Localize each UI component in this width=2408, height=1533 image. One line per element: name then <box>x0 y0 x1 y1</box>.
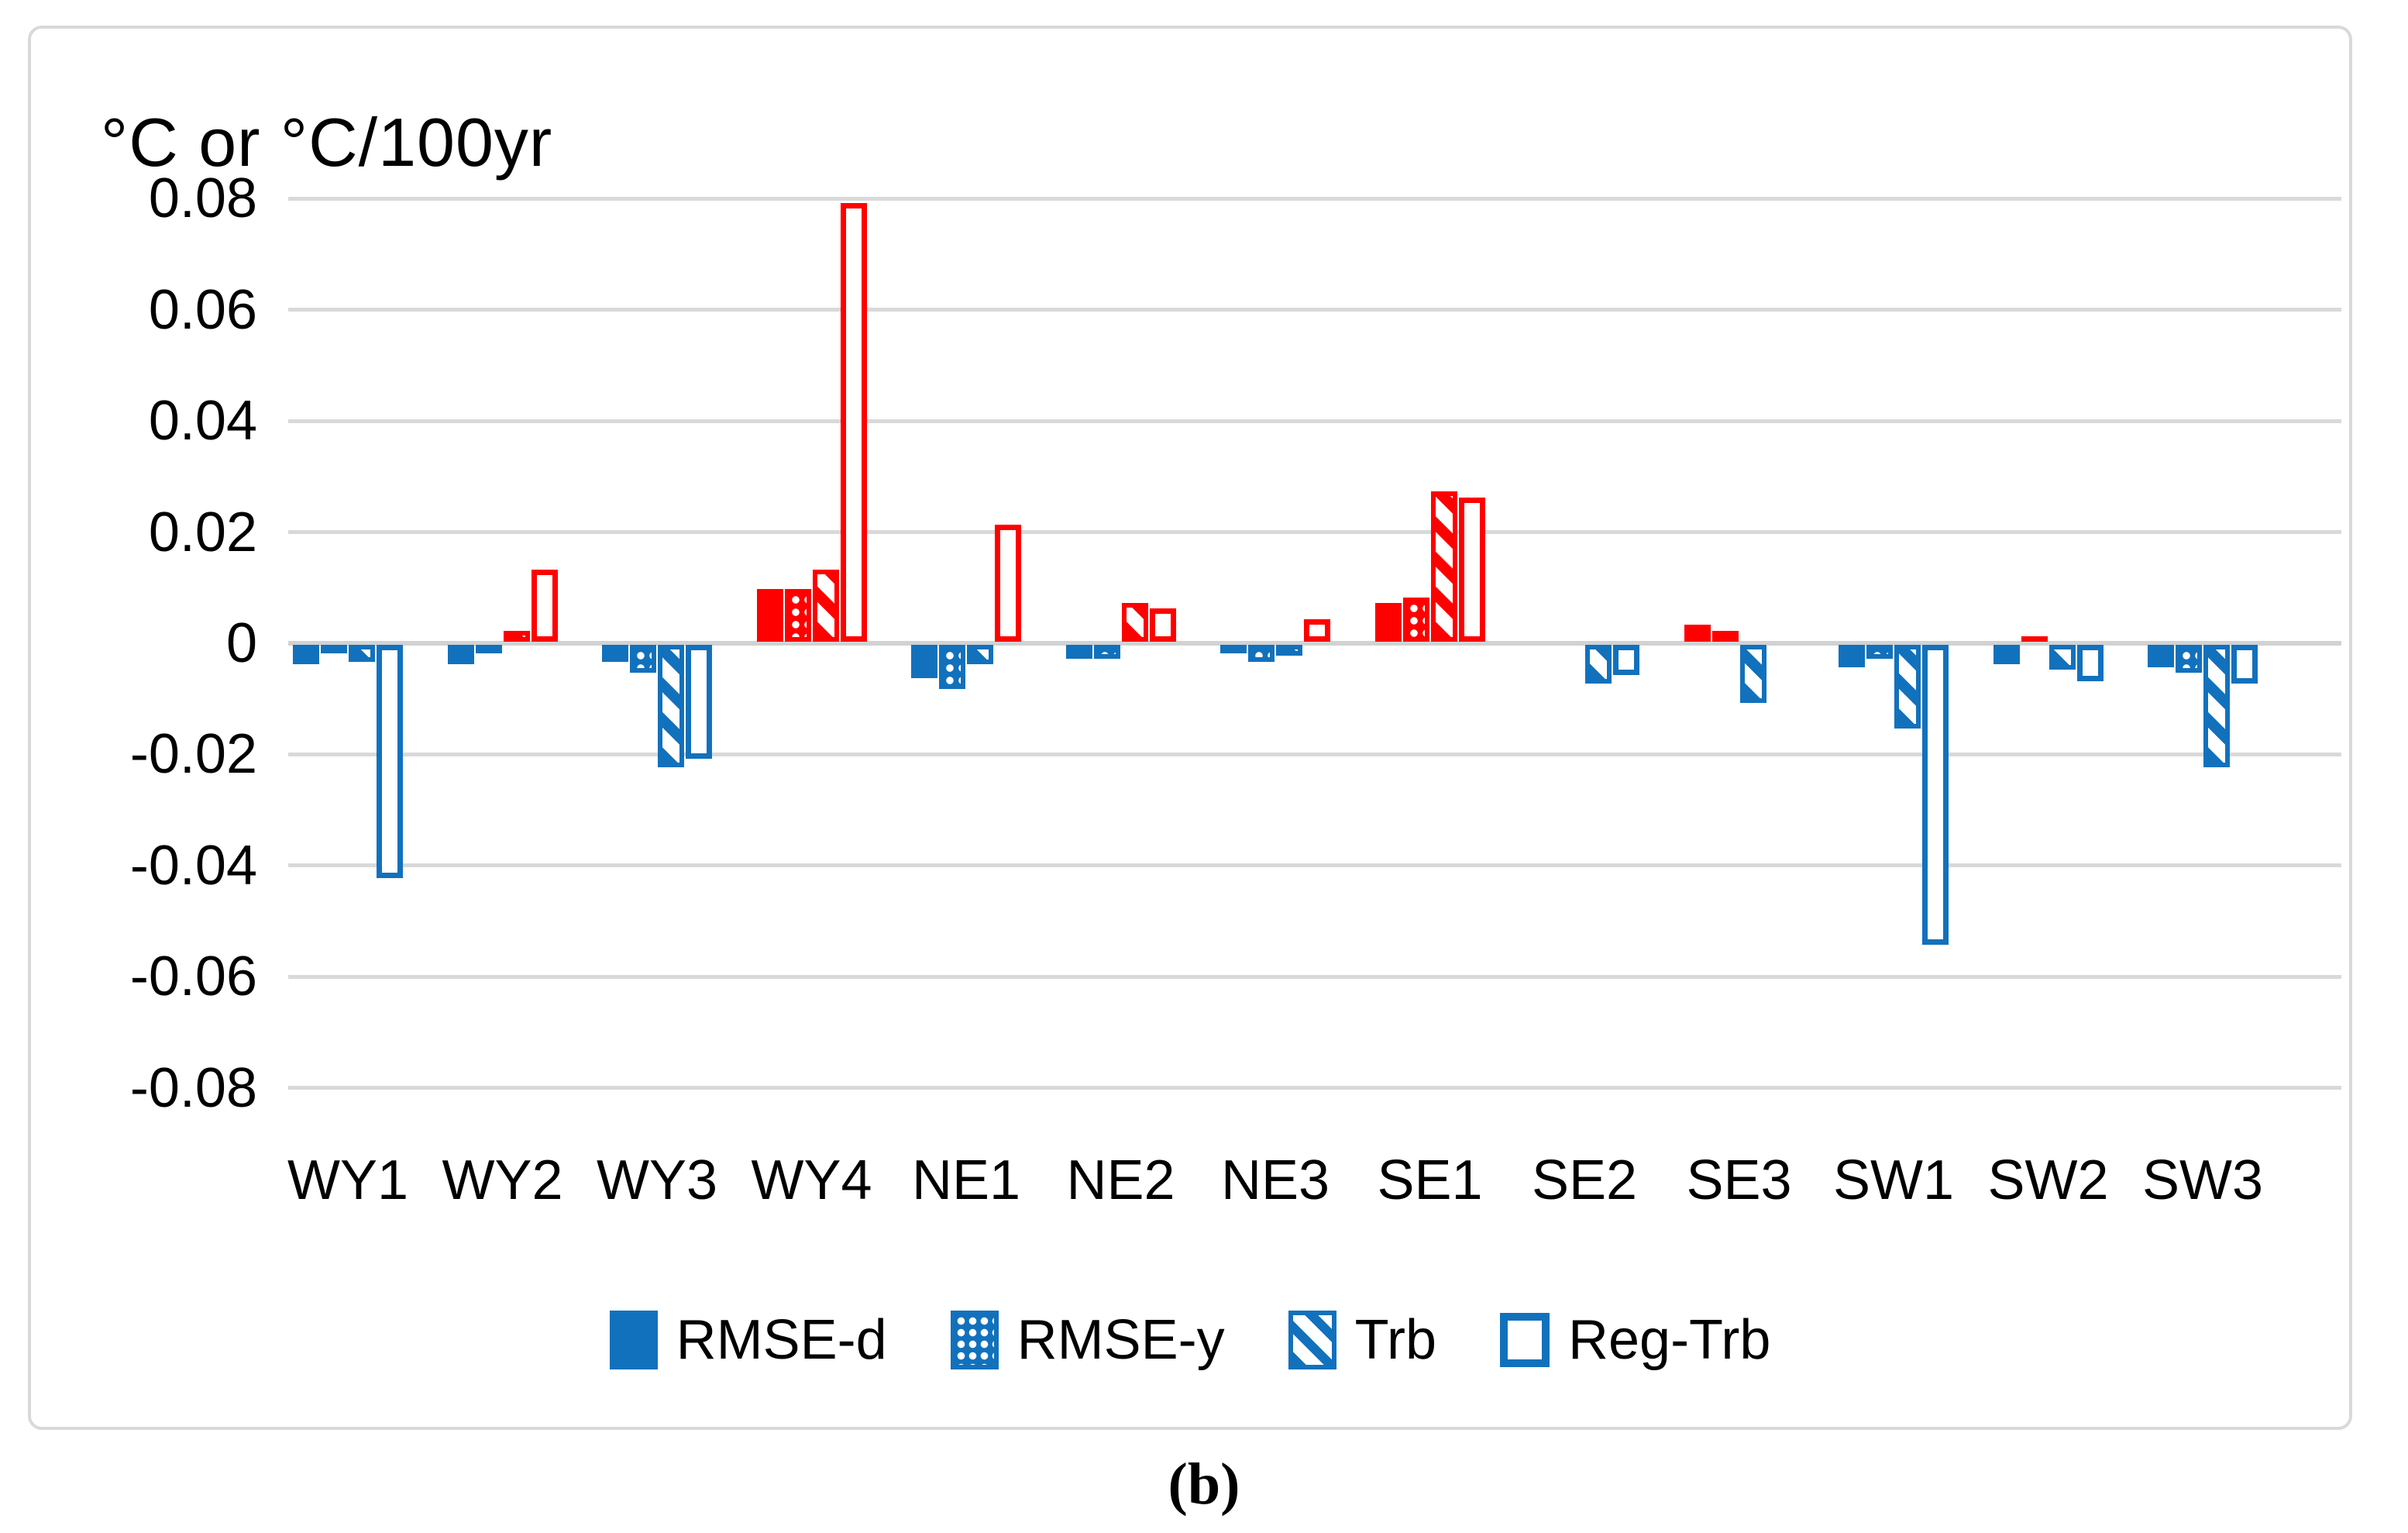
y-tick-label: 0.06 <box>148 278 257 341</box>
bar-NE1-RMSE-y <box>939 645 965 690</box>
bar-WY1-RMSE-y <box>321 645 347 653</box>
bar-NE2-RMSE-y <box>1093 645 1120 659</box>
x-category-label: SW1 <box>1832 1149 1955 1211</box>
bar-SW2-RMSE-d <box>1993 645 2020 665</box>
bar-WY3-Trb <box>658 645 684 767</box>
bar-WY3-Reg-Trb <box>686 645 712 759</box>
zero-axis-line <box>288 641 2341 646</box>
legend-label: Reg-Trb <box>1567 1309 1771 1371</box>
bar-WY4-RMSE-y <box>784 588 811 642</box>
bar-SE2-Reg-Trb <box>1613 645 1639 676</box>
legend-swatch-hatch-icon <box>1288 1311 1336 1369</box>
x-category-label: SW2 <box>1987 1149 2109 1211</box>
bar-SW2-Reg-Trb <box>2076 645 2104 681</box>
x-category-label: SE2 <box>1531 1149 1638 1211</box>
bar-SW3-Reg-Trb <box>2231 645 2258 684</box>
legend-label: RMSE-d <box>676 1309 887 1371</box>
x-category-label: SE3 <box>1686 1149 1792 1211</box>
bar-SE1-Reg-Trb <box>1458 497 1485 642</box>
bar-WY4-Reg-Trb <box>840 202 867 642</box>
y-tick-label: 0.04 <box>148 390 257 453</box>
bar-WY4-RMSE-d <box>756 588 783 642</box>
bar-NE3-Trb <box>1276 645 1302 656</box>
bar-NE3-RMSE-y <box>1248 645 1275 662</box>
y-tick-label: 0 <box>225 612 257 674</box>
gridline <box>288 863 2341 868</box>
bar-WY2-Reg-Trb <box>531 569 558 642</box>
x-category-label: WY1 <box>287 1149 409 1211</box>
figure-caption: (b) <box>1168 1452 1240 1517</box>
bar-SE1-RMSE-y <box>1402 597 1429 642</box>
legend-swatch-dots-icon <box>950 1311 999 1369</box>
bar-SE1-RMSE-d <box>1374 602 1402 642</box>
bar-WY1-RMSE-d <box>293 645 319 665</box>
bar-SW3-RMSE-d <box>2148 645 2174 667</box>
bar-WY1-Reg-Trb <box>377 645 403 879</box>
x-category-label: WY2 <box>442 1149 563 1211</box>
bar-SE1-Trb <box>1430 491 1457 642</box>
bar-NE1-Reg-Trb <box>995 525 1021 642</box>
bar-NE2-Reg-Trb <box>1149 608 1176 642</box>
bar-NE2-Trb <box>1121 602 1148 642</box>
bar-NE1-RMSE-d <box>911 645 937 679</box>
legend: RMSE-d RMSE-y Trb Reg-Trb <box>28 1308 2352 1372</box>
bar-NE3-Reg-Trb <box>1304 619 1330 642</box>
bar-SE3-RMSE-y <box>1711 630 1739 642</box>
legend-swatch-hollow-icon <box>1499 1313 1550 1367</box>
legend-label: RMSE-y <box>1017 1309 1225 1371</box>
y-tick-label: -0.02 <box>129 723 257 786</box>
bar-WY3-RMSE-d <box>602 645 628 662</box>
bar-SW1-Reg-Trb <box>1922 645 1949 946</box>
bar-SW2-Trb <box>2049 645 2076 670</box>
bar-WY2-Trb <box>503 630 530 642</box>
bar-WY2-RMSE-d <box>447 645 474 665</box>
legend-item-reg-trb: Reg-Trb <box>1499 1308 1771 1372</box>
bar-WY4-Trb <box>812 569 839 642</box>
bar-SW1-RMSE-y <box>1866 645 1893 659</box>
bar-SW3-Trb <box>2203 645 2230 767</box>
y-tick-label: -0.04 <box>129 834 257 897</box>
bar-SE2-Trb <box>1585 645 1612 684</box>
gridline <box>288 308 2341 312</box>
y-tick-label: 0.08 <box>148 167 257 230</box>
gridline <box>288 419 2341 423</box>
x-category-label: NE2 <box>1066 1149 1175 1211</box>
gridline <box>288 196 2341 201</box>
x-category-label: SW3 <box>2141 1149 2264 1211</box>
bar-SE3-Trb <box>1739 645 1766 704</box>
bar-WY2-RMSE-y <box>475 645 502 653</box>
bar-SW2-RMSE-y <box>2021 636 2048 642</box>
bar-NE2-RMSE-d <box>1065 645 1092 659</box>
bar-NE3-RMSE-d <box>1220 645 1247 653</box>
gridline <box>288 1086 2341 1090</box>
legend-swatch-solid-icon <box>609 1311 658 1369</box>
bar-WY1-Trb <box>349 645 375 662</box>
legend-label: Trb <box>1354 1309 1436 1371</box>
legend-item-rmse-y: RMSE-y <box>950 1308 1225 1372</box>
bar-SE3-RMSE-d <box>1684 625 1711 642</box>
x-category-label: NE3 <box>1220 1149 1330 1211</box>
bar-NE1-Trb <box>967 645 993 665</box>
gridline <box>288 530 2341 535</box>
bar-SW1-RMSE-d <box>1839 645 1865 667</box>
y-tick-label: -0.06 <box>129 946 257 1008</box>
gridline <box>288 752 2341 756</box>
x-category-label: NE1 <box>911 1149 1021 1211</box>
gridline <box>288 974 2341 979</box>
legend-item-rmse-d: RMSE-d <box>609 1308 887 1372</box>
bar-SW1-Trb <box>1894 645 1921 729</box>
y-tick-label: -0.08 <box>129 1056 257 1119</box>
x-category-label: SE1 <box>1377 1149 1483 1211</box>
x-category-label: WY3 <box>596 1149 718 1211</box>
bar-WY3-RMSE-y <box>630 645 656 673</box>
x-category-label: WY4 <box>751 1149 872 1211</box>
chart-card: °C or °C/100yr <box>28 26 2352 1430</box>
bar-SW3-RMSE-y <box>2176 645 2202 673</box>
y-tick-label: 0.02 <box>148 501 257 563</box>
legend-item-trb: Trb <box>1288 1308 1436 1372</box>
chart-title: °C or °C/100yr <box>101 104 553 181</box>
